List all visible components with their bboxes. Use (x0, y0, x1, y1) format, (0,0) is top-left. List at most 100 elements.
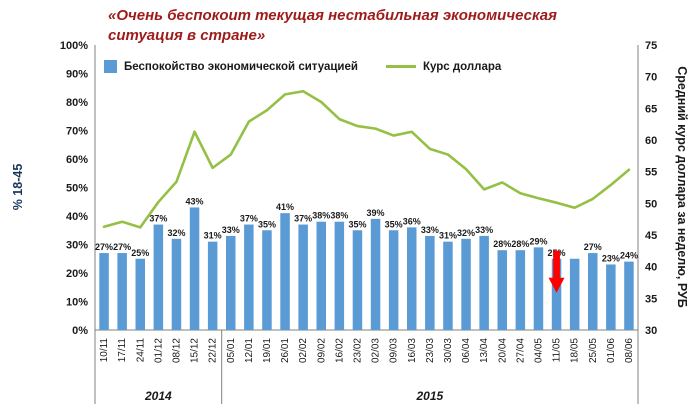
bar-label: 29% (529, 236, 547, 246)
bar (443, 241, 453, 330)
left-tick-label: 30% (66, 240, 88, 252)
bar (497, 250, 507, 330)
bar-label: 35% (385, 219, 403, 229)
bar (244, 224, 254, 330)
bar (352, 230, 363, 330)
bar (153, 224, 164, 330)
x-tick-label: 17/11 (117, 338, 128, 363)
right-tick-label: 50 (645, 198, 657, 210)
right-tick-label: 30 (645, 325, 657, 337)
right-tick-label: 65 (645, 103, 657, 115)
bar-label: 28% (493, 239, 511, 249)
x-tick-label: 11/05 (552, 338, 563, 363)
bar-label: 23% (602, 253, 620, 263)
legend: Беспокойство экономической ситуацией Кур… (104, 60, 501, 73)
dollar-line (102, 89, 631, 229)
left-tick-label: 50% (66, 183, 88, 195)
bar (226, 235, 236, 330)
chart-title-line1: «Очень беспокоит текущая нестабильная эк… (108, 7, 557, 24)
bar-label: 27% (95, 242, 113, 252)
highlight-arrow-down-icon (548, 250, 565, 293)
bar-label: 31% (204, 231, 222, 241)
bar (569, 258, 580, 330)
left-tick-label: 0% (72, 325, 88, 337)
bar (388, 230, 399, 330)
bar (298, 224, 308, 330)
bar (425, 235, 435, 330)
x-tick-label: 08/06 (624, 338, 635, 363)
bar (316, 221, 326, 330)
right-tick-label: 35 (645, 293, 657, 305)
chart-title-line2: ситуация в стране» (108, 27, 266, 44)
bar-label: 37% (240, 214, 258, 224)
bar-label: 25% (131, 248, 149, 258)
bar-label: 33% (475, 225, 493, 235)
bar (207, 241, 218, 330)
bar-label: 39% (367, 208, 385, 218)
bar-label: 37% (149, 214, 167, 224)
bar-label: 32% (457, 228, 475, 238)
x-tick-label: 01/06 (606, 338, 617, 363)
bar-label: 24% (620, 251, 638, 261)
bar (99, 253, 109, 330)
bar (551, 258, 562, 330)
x-tick-label: 22/12 (208, 338, 219, 363)
right-tick-label: 70 (645, 72, 657, 84)
right-tick-label: 75 (645, 40, 657, 52)
x-tick-label: 27/04 (515, 338, 526, 363)
year-label: 2015 (415, 389, 443, 403)
bar (334, 221, 345, 330)
x-tick-label: 09/03 (389, 338, 400, 363)
x-tick-label: 08/12 (171, 338, 182, 363)
x-tick-label: 16/02 (334, 338, 345, 363)
bar (461, 238, 471, 330)
bar-label: 41% (276, 202, 294, 212)
bar-label: 32% (167, 228, 185, 238)
left-tick-label: 10% (66, 297, 88, 309)
left-tick-label: 40% (66, 211, 88, 223)
legend-item-line: Курс доллара (385, 60, 502, 73)
legend-label-line: Курс доллара (422, 60, 502, 73)
bar-label: 43% (186, 196, 204, 206)
bar (624, 261, 634, 330)
bar-label: 37% (294, 214, 312, 224)
year-label: 2014 (144, 389, 172, 403)
x-tick-label: 13/04 (479, 338, 490, 363)
left-tick-label: 100% (60, 40, 88, 52)
x-tick-label: 02/02 (298, 338, 309, 363)
bar (606, 264, 616, 330)
bar (262, 230, 272, 330)
x-tick-label: 02/03 (371, 338, 382, 363)
bar-label: 28% (511, 239, 529, 249)
x-tick-label: 05/01 (226, 338, 237, 363)
bar-label: 38% (330, 211, 348, 221)
bar (117, 253, 127, 330)
bar (189, 207, 200, 330)
bar (407, 227, 417, 330)
left-tick-label: 80% (66, 97, 88, 109)
right-tick-label: 40 (645, 262, 657, 274)
bar-label: 33% (421, 225, 439, 235)
right-tick-label: 60 (645, 135, 657, 147)
line-series-swatch-icon (385, 65, 416, 68)
bar-label: 38% (312, 211, 330, 221)
x-tick-label: 16/03 (407, 338, 418, 363)
x-tick-label: 24/11 (135, 338, 146, 363)
x-tick-label: 26/01 (280, 338, 291, 363)
right-tick-label: 45 (645, 230, 657, 242)
bar-label: 33% (222, 225, 240, 235)
bar (515, 250, 526, 330)
x-tick-label: 23/03 (425, 338, 436, 363)
bar (533, 247, 544, 330)
bar (370, 218, 381, 330)
x-tick-label: 25/05 (588, 338, 599, 363)
left-tick-label: 60% (66, 154, 88, 166)
bar-label: 35% (348, 219, 366, 229)
bar (588, 253, 598, 330)
bar-label: 27% (584, 242, 602, 252)
x-tick-label: 10/11 (99, 338, 110, 363)
bar-label: 31% (439, 231, 457, 241)
x-tick-label: 01/12 (153, 338, 164, 363)
